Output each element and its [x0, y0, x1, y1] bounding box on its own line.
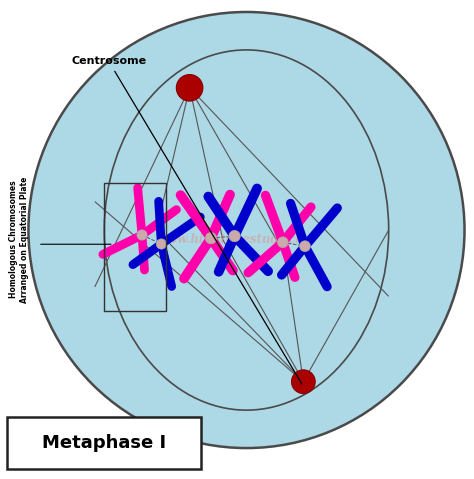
Text: Homologous Chromosomes
Arranged on Equatorial Plate: Homologous Chromosomes Arranged on Equat…	[9, 176, 28, 303]
Text: Metaphase I: Metaphase I	[42, 434, 166, 452]
Ellipse shape	[104, 50, 389, 410]
Circle shape	[292, 370, 315, 394]
Circle shape	[300, 241, 310, 251]
Text: Centrosome: Centrosome	[71, 56, 302, 384]
Text: www.hightimestudy.com: www.hightimestudy.com	[158, 233, 316, 246]
FancyBboxPatch shape	[7, 417, 201, 469]
Circle shape	[205, 232, 217, 244]
Circle shape	[176, 75, 203, 101]
Circle shape	[28, 12, 465, 448]
Bar	[104, 182, 166, 310]
Circle shape	[229, 230, 240, 242]
Circle shape	[137, 230, 147, 240]
Circle shape	[156, 239, 166, 249]
Circle shape	[277, 237, 288, 248]
